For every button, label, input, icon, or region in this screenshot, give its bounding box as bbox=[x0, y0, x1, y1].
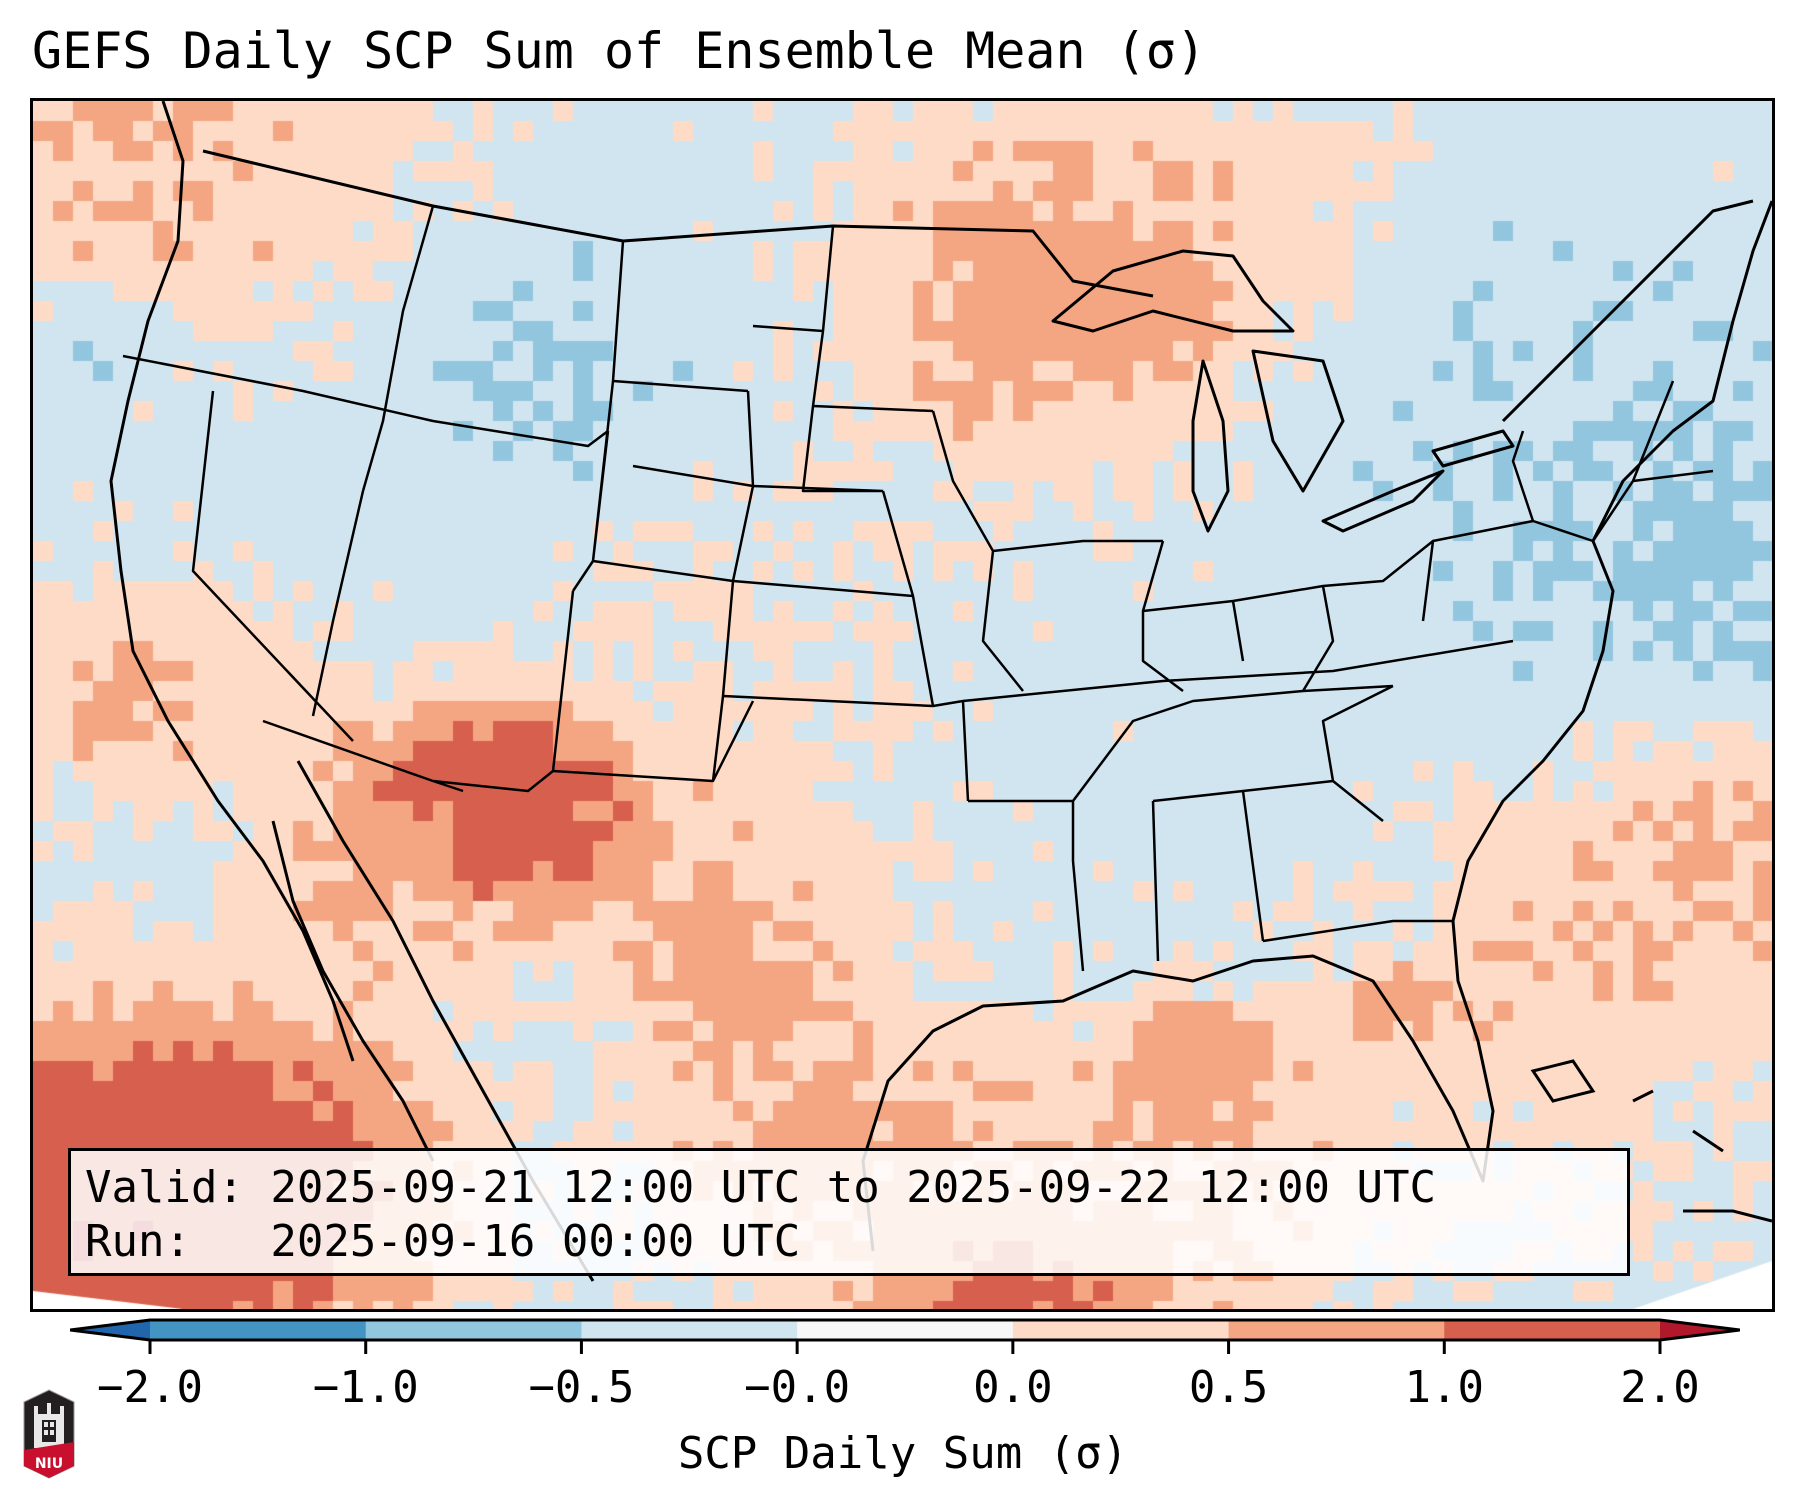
colorbar-tick-label: 2.0 bbox=[1620, 1362, 1700, 1413]
chart-title: GEFS Daily SCP Sum of Ensemble Mean (σ) bbox=[32, 22, 1206, 80]
caribbean-islands bbox=[1530, 1059, 1772, 1223]
colorbar bbox=[70, 1318, 1740, 1354]
baja-coastline bbox=[271, 820, 435, 1162]
colorbar-segment bbox=[797, 1320, 1014, 1340]
state-borders bbox=[122, 205, 1714, 972]
colorbar-segment bbox=[365, 1320, 582, 1340]
boundary-lines bbox=[109, 101, 1772, 1282]
colorbar-tick-label: 0.5 bbox=[1188, 1362, 1269, 1413]
lake-ontario-outline bbox=[1431, 429, 1515, 468]
map-panel bbox=[30, 98, 1775, 1312]
st-lawrence-outline bbox=[1501, 199, 1754, 423]
lake-superior-outline bbox=[1051, 249, 1295, 333]
colorbar-segment bbox=[1444, 1320, 1661, 1340]
colorbar-segment bbox=[1228, 1320, 1445, 1340]
colorbar-segment bbox=[581, 1320, 798, 1340]
gulf-coastline bbox=[861, 920, 1495, 1252]
colorbar-tick-label: 1.0 bbox=[1404, 1362, 1485, 1413]
logo-text: NIU bbox=[35, 1456, 63, 1472]
lake-erie-outline bbox=[1321, 469, 1445, 533]
colorbar-segment bbox=[1012, 1320, 1230, 1340]
run-time-text: Run: 2025-09-16 00:00 UTC bbox=[85, 1216, 801, 1267]
valid-run-info-box: Valid: 2025-09-21 12:00 UTC to 2025-09-2… bbox=[68, 1148, 1630, 1276]
us-canada-border bbox=[202, 149, 1154, 298]
pacific-coastline bbox=[109, 101, 355, 1062]
colorbar-under-extension bbox=[70, 1320, 150, 1340]
colorbar-tick-label: −0.0 bbox=[744, 1362, 851, 1413]
colorbar-over-extension bbox=[1660, 1320, 1740, 1340]
colorbar-tick-label: −2.0 bbox=[97, 1362, 203, 1413]
atlantic-coastline bbox=[1451, 200, 1772, 922]
colorbar-segment bbox=[150, 1320, 367, 1340]
colorbar-tick-label: −1.0 bbox=[312, 1362, 419, 1413]
colorbar-tick-label: −0.5 bbox=[528, 1362, 635, 1413]
colorbar-tick-label: 0.0 bbox=[973, 1362, 1053, 1413]
niu-logo-icon: NIU bbox=[23, 1389, 75, 1479]
colorbar-label: SCP Daily Sum (σ) bbox=[677, 1428, 1129, 1479]
valid-time-text: Valid: 2025-09-21 12:00 UTC to 2025-09-2… bbox=[85, 1162, 1437, 1213]
lake-michigan-outline bbox=[1191, 359, 1230, 533]
lake-huron-outline bbox=[1251, 349, 1345, 493]
